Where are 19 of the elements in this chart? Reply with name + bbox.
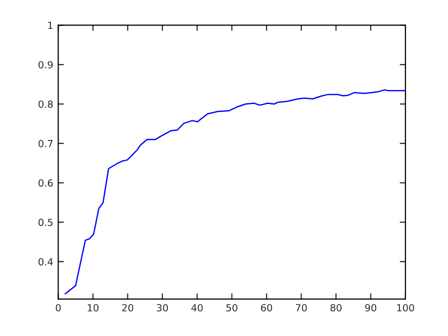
x-tick-label: 90 [365, 304, 376, 312]
x-tick-label: 100 [397, 304, 414, 312]
y-tick-label: 1 [48, 22, 52, 29]
y-tick-label: 0.7 [38, 140, 53, 148]
line-series [64, 89, 406, 295]
y-tick-label: 0.8 [38, 100, 53, 108]
x-tick-label: 30 [156, 304, 168, 312]
x-tick-label: 60 [261, 304, 272, 312]
y-tick-label: 0.6 [38, 179, 53, 187]
x-tick-label: 0 [56, 304, 61, 312]
x-tick-label: 70 [296, 304, 307, 312]
y-tick-label: 0.5 [38, 218, 53, 226]
x-tick-label: 50 [226, 304, 238, 312]
x-tick-label: 80 [330, 304, 342, 312]
x-tick-label: 10 [88, 304, 98, 312]
y-tick-label: 0.4 [38, 258, 53, 266]
x-tick-label: 40 [191, 304, 203, 312]
y-tick-label: 0.9 [38, 61, 53, 68]
x-tick-label: 20 [122, 304, 134, 312]
